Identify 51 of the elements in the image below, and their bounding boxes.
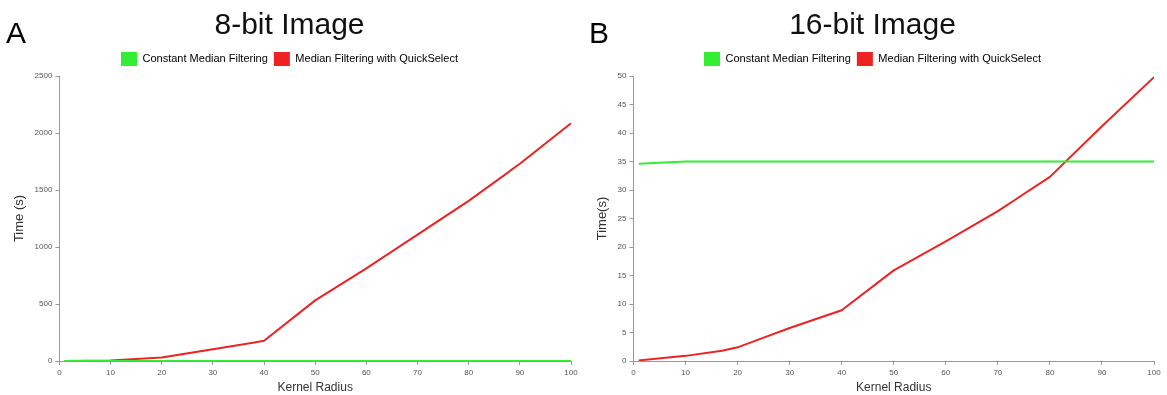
x-tick-label: 30 — [208, 368, 218, 377]
y-tick-label: 5 — [622, 327, 628, 337]
y-tick-label: 25 — [617, 213, 628, 223]
chart-title: 16-bit Image — [789, 7, 956, 41]
x-tick-label: 0 — [631, 368, 637, 377]
y-tick-label: 30 — [617, 185, 628, 195]
x-tick-label: 100 — [564, 368, 579, 377]
x-axis-title: Kernel Radius — [277, 380, 353, 395]
y-axis-title: Time(s) — [594, 196, 610, 241]
y-tick-label: 0 — [47, 356, 53, 366]
x-tick-label: 80 — [1045, 368, 1055, 377]
text: B — [589, 16, 610, 50]
y-tick-label: 2500 — [34, 71, 53, 81]
x-axis-title: Kernel Radius — [856, 380, 932, 395]
x-tick-label: 0 — [57, 368, 63, 377]
x-tick-label: 70 — [993, 368, 1003, 377]
y-tick-label: 50 — [617, 71, 628, 81]
legend-label: Median Filtering with QuickSelect — [878, 52, 1041, 65]
y-tick-label: 40 — [617, 128, 628, 138]
x-tick-label: 90 — [515, 368, 525, 377]
x-tick-label: 10 — [106, 368, 116, 377]
y-tick-label: 45 — [617, 99, 628, 109]
x-tick-label: 20 — [733, 368, 743, 377]
x-tick-label: 70 — [413, 368, 423, 377]
y-axis-title: Time (s) — [11, 194, 27, 243]
chart-title: 8-bit Image — [214, 7, 365, 41]
x-tick-label: 60 — [361, 368, 372, 377]
x-tick-label: 50 — [889, 368, 899, 377]
y-tick-label: 15 — [617, 270, 628, 280]
x-tick-label: 80 — [464, 368, 474, 377]
x-tick-label: 40 — [259, 368, 270, 377]
y-tick-label: 1000 — [34, 242, 53, 252]
x-tick-label: 10 — [681, 368, 691, 377]
x-tick-label: 20 — [157, 368, 167, 377]
legend-label: Constant Median Filtering — [725, 52, 851, 65]
x-tick-label: 30 — [785, 368, 795, 377]
x-tick-label: 50 — [310, 368, 321, 377]
legend-label: Median Filtering with QuickSelect — [295, 52, 458, 65]
y-tick-label: 35 — [617, 156, 628, 166]
x-tick-label: 100 — [1147, 368, 1162, 377]
y-tick-label: 1500 — [34, 185, 53, 195]
y-tick-label: 20 — [617, 242, 628, 252]
y-tick-label: 500 — [39, 299, 53, 309]
x-tick-label: 90 — [1097, 368, 1107, 377]
y-tick-label: 2000 — [34, 128, 53, 138]
x-tick-label: 60 — [941, 368, 951, 377]
y-tick-label: 10 — [617, 299, 628, 309]
x-tick-label: 40 — [837, 368, 847, 377]
y-tick-label: 0 — [622, 356, 628, 366]
text: A — [6, 16, 27, 50]
legend-label: Constant Median Filtering — [142, 52, 268, 65]
